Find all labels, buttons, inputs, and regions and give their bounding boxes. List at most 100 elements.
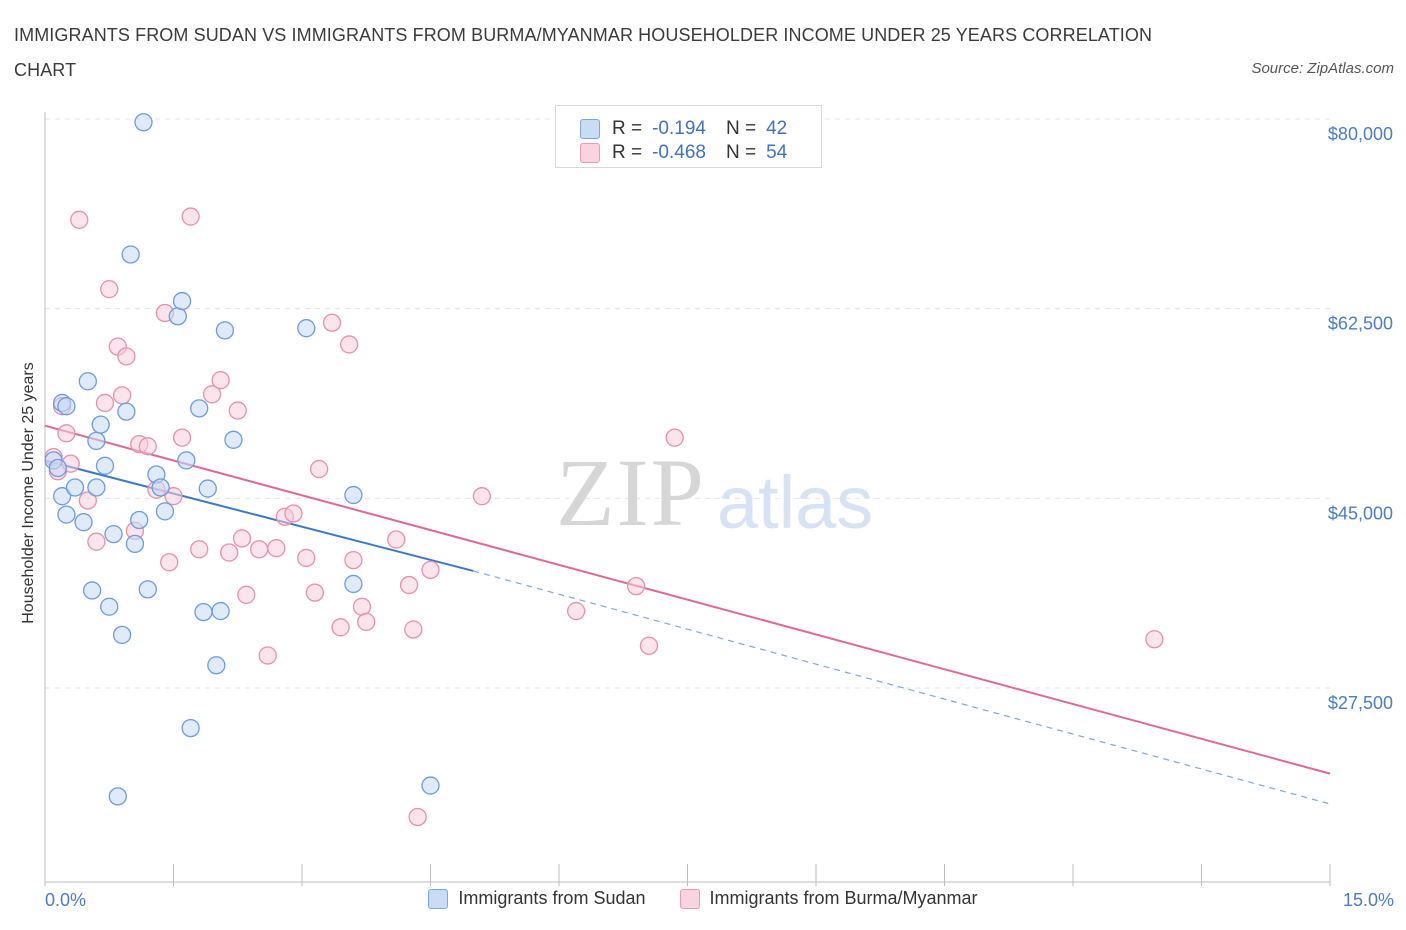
burma-point: [408, 807, 427, 827]
r-label: R =: [612, 118, 643, 139]
watermark-atlas: atlas: [717, 461, 873, 544]
sudan-point: [100, 597, 119, 616]
burma-point: [472, 487, 492, 506]
sudan-point: [52, 487, 72, 506]
burma-point: [626, 576, 646, 596]
sudan-point: [112, 625, 132, 645]
burma-point: [284, 504, 303, 523]
burma-point: [399, 575, 419, 595]
burma-point: [164, 487, 183, 506]
sudan-point: [117, 402, 136, 421]
burma-point: [95, 393, 115, 413]
burma-point: [404, 620, 423, 639]
sudan-point: [172, 291, 192, 311]
burma-point: [57, 424, 76, 443]
sudan-point: [48, 458, 67, 478]
n-value: 42: [766, 118, 788, 139]
burma-point: [211, 371, 230, 390]
sudan-point: [344, 485, 363, 505]
burma-point: [357, 612, 376, 632]
sudan-point: [344, 574, 363, 594]
watermark: ZIP atlas: [556, 439, 873, 546]
stats-row-sudan: R = -0.194 N = 42: [580, 116, 787, 142]
burma-point: [117, 347, 136, 366]
y-tick-label: $80,000: [1328, 124, 1393, 144]
sudan-point: [78, 372, 97, 391]
sudan-point: [65, 478, 85, 497]
legend-item-sudan[interactable]: Immigrants from Sudan: [428, 888, 646, 909]
sudan-point: [95, 456, 115, 475]
burma-point: [309, 459, 329, 479]
sudan-point: [87, 431, 106, 451]
burma-point: [639, 636, 659, 655]
burma-point: [1145, 630, 1164, 649]
sudan-trend-extension: [473, 570, 1331, 805]
burma-swatch: [679, 888, 700, 909]
burma-point: [331, 618, 350, 637]
y-axis-label: Householder Income Under 25 years: [20, 362, 37, 624]
stats-row-burma: R = -0.468 N = 54: [580, 140, 787, 166]
x-tick-min: 0.0%: [45, 890, 87, 910]
burma-point: [665, 428, 684, 447]
x-tick-max: 15.0%: [1342, 890, 1394, 910]
sudan-point: [57, 505, 76, 524]
burma-point: [172, 428, 192, 447]
source-label: Source: ZipAtlas.com: [1251, 60, 1394, 77]
trend-lines: [44, 424, 1331, 805]
y-tick-label: $45,000: [1328, 503, 1393, 523]
legend-label-burma: Immigrants from Burma/Myanmar: [709, 888, 978, 908]
burma-point: [339, 335, 359, 354]
burma-point: [305, 583, 325, 602]
sudan-point: [82, 581, 102, 600]
burma-point: [322, 313, 342, 332]
sudan-point: [297, 319, 316, 338]
burma-trend-line: [44, 424, 1331, 775]
burma-point: [87, 532, 106, 551]
burma-point: [297, 548, 316, 568]
sudan-point: [104, 524, 123, 544]
burma-point: [258, 646, 277, 665]
watermark-zip: ZIP: [556, 439, 706, 546]
sudan-point: [190, 399, 209, 418]
burma-point: [566, 601, 586, 621]
burma-point: [228, 401, 247, 420]
burma-point: [267, 539, 286, 558]
sudan-swatch: [428, 888, 449, 909]
sudan-point: [151, 478, 170, 497]
n-label: N =: [725, 118, 757, 139]
burma-point: [78, 491, 97, 510]
chart-title: IMMIGRANTS FROM SUDAN VS IMMIGRANTS FROM…: [14, 25, 1153, 80]
sudan-point: [421, 776, 440, 795]
burma-point: [421, 560, 440, 580]
burma-point: [220, 543, 239, 562]
sudan-point: [155, 502, 175, 521]
r-value: -0.194: [652, 118, 706, 139]
n-value: 54: [766, 142, 788, 163]
sudan-point: [91, 415, 110, 434]
burma-point: [160, 553, 179, 572]
burma-point: [190, 540, 209, 559]
sudan-point: [194, 602, 213, 622]
sudan-point: [168, 307, 187, 326]
n-label: N =: [725, 142, 757, 163]
sudan-point: [130, 510, 149, 530]
sudan-point: [215, 321, 235, 340]
sudan-point: [224, 430, 243, 449]
sudan-point: [134, 113, 153, 132]
sudan-point: [138, 580, 157, 599]
sudan-trend-line: [44, 459, 474, 572]
burma-point: [352, 597, 372, 616]
sudan-swatch: [580, 119, 600, 139]
sudan-point: [87, 478, 106, 497]
y-tick-label: $62,500: [1328, 314, 1393, 334]
sudan-point: [207, 656, 226, 675]
burma-point: [250, 540, 269, 559]
burma-point: [202, 385, 222, 404]
sudan-point: [121, 245, 140, 264]
r-value: -0.468: [652, 142, 706, 163]
legend-item-burma[interactable]: Immigrants from Burma/Myanmar: [679, 888, 978, 909]
burma-swatch: [580, 143, 600, 163]
sudan-point: [74, 513, 93, 532]
sudan-point: [57, 397, 76, 416]
